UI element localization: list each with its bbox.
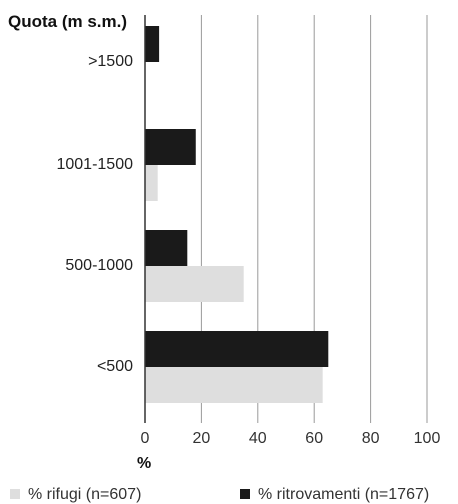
bar xyxy=(145,367,323,403)
legend-label: % rifugi (n=607) xyxy=(28,486,141,503)
x-tick-label: 0 xyxy=(141,430,150,447)
x-tick-label: 80 xyxy=(362,430,380,447)
x-tick-labels: 0 20 40 60 80 100 xyxy=(141,430,441,447)
legend: % rifugi (n=607) % ritrovamenti (n=1767) xyxy=(10,486,429,503)
chart-title: Quota (m s.m.) xyxy=(8,12,127,31)
x-tick-label: 60 xyxy=(305,430,323,447)
x-tick-label: 40 xyxy=(249,430,267,447)
bars xyxy=(145,26,329,403)
bar xyxy=(145,266,244,302)
bar xyxy=(145,26,160,62)
category-label: <500 xyxy=(97,358,133,375)
bar xyxy=(145,165,158,201)
legend-swatch xyxy=(240,489,250,499)
category-label: >1500 xyxy=(88,53,133,70)
bar xyxy=(145,230,188,266)
category-label: 1001-1500 xyxy=(56,156,133,173)
x-tick-label: 100 xyxy=(414,430,441,447)
category-labels: >1500 1001-1500 500-1000 <500 xyxy=(56,53,133,375)
x-axis-label: % xyxy=(137,455,151,472)
x-tick-label: 20 xyxy=(193,430,211,447)
bar xyxy=(145,331,329,367)
legend-label: % ritrovamenti (n=1767) xyxy=(258,486,429,503)
category-label: 500-1000 xyxy=(65,257,133,274)
legend-swatch xyxy=(10,489,20,499)
bar xyxy=(145,129,196,165)
